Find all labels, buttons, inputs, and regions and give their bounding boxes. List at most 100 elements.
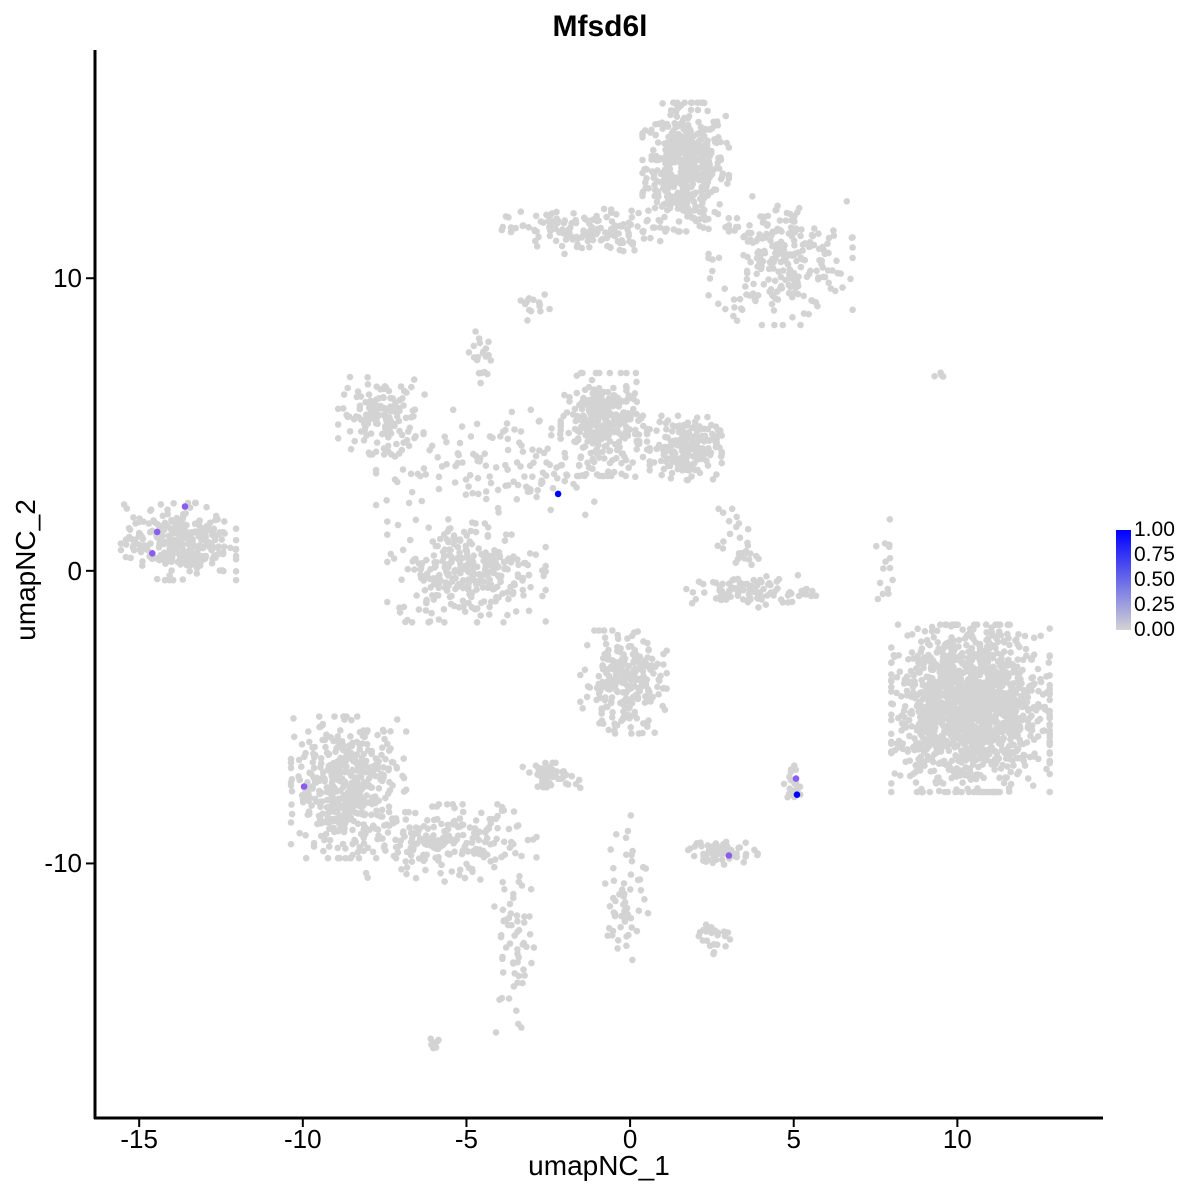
cell-point [406,424,414,432]
cell-point [789,314,796,321]
cell-point [659,685,667,692]
cell-point [451,804,458,812]
cell-point [418,497,426,505]
cell-point [749,193,756,200]
cell-point [353,775,361,782]
cell-point [926,641,934,649]
cell-point [969,734,976,742]
cell-point [661,213,668,221]
cell-point [519,448,527,456]
cell-point [1043,673,1050,680]
cell-point [377,386,384,393]
cell-point [122,553,130,561]
cell-point [405,499,413,507]
cell-point [452,821,459,828]
cell-point [232,568,240,575]
cell-point [350,415,358,423]
cell-point [950,738,957,745]
cell-point [348,784,356,791]
cell-point [317,755,325,762]
cell-point [660,201,668,208]
cell-point [601,433,608,441]
cell-point [770,307,778,314]
cell-point [676,439,683,446]
cell-point [544,445,551,453]
cell-point [466,824,474,831]
cell-point [895,714,902,722]
cell-point [715,300,722,308]
cell-point [959,649,966,657]
cell-point [779,321,787,329]
cell-point [756,259,763,267]
cell-point [486,473,494,480]
cell-point [560,412,567,420]
cell-point [663,426,670,433]
cell-point [718,173,726,180]
cell-point [1046,788,1053,796]
cell-point [287,779,295,786]
cell-point [599,235,606,243]
cell-point [387,394,394,402]
cell-point [940,715,947,723]
cell-point [441,584,449,591]
cell-point [553,208,560,216]
cell-point [1020,701,1027,709]
cell-point [937,779,945,786]
cell-point [633,445,640,453]
cell-point [507,224,515,231]
cell-point [705,292,712,299]
cell-point [1003,714,1011,721]
cell-point [586,426,593,433]
cell-point [581,666,589,674]
cell-point [428,609,435,617]
cell-point [722,112,730,120]
cell-point [446,851,453,858]
cell-point [651,204,659,212]
cell-point [682,182,690,190]
cell-point [706,437,713,445]
cell-point [440,841,447,848]
cell-point [500,558,508,566]
cell-point [481,838,489,846]
cell-point [898,693,905,700]
cell-point [232,552,240,560]
cell-point [482,554,490,561]
cell-point [561,391,568,399]
cell-point [434,815,441,823]
cell-point [443,438,450,446]
cell-point [378,751,385,759]
cell-point [339,818,346,825]
cell-point [382,384,390,392]
cell-point [954,788,962,795]
cell-point [525,607,533,615]
cell-point [800,310,808,317]
cell-point [346,808,354,815]
cell-point [920,664,927,672]
cell-point [797,232,804,240]
cell-point [1029,681,1036,689]
cell-point [998,651,1005,658]
cell-point [584,237,592,245]
cell-point [482,488,490,495]
cell-point [168,567,175,574]
cell-point [338,743,345,751]
cell-point [486,576,493,583]
cell-point [342,845,349,852]
cell-point [232,576,240,584]
cell-point [353,751,361,758]
cell-point [421,391,428,398]
cell-point [384,740,391,748]
cell-point [789,290,797,297]
cell-point [888,688,895,695]
cell-point [1039,691,1047,698]
cell-point [302,854,310,862]
cell-point [758,321,766,329]
cell-point [402,414,410,422]
cell-point [668,428,676,435]
cell-point [707,172,714,180]
cell-point [549,759,556,767]
cell-point [775,244,783,251]
cell-point [469,489,476,497]
cell-point [947,724,955,732]
cell-point [639,156,646,164]
